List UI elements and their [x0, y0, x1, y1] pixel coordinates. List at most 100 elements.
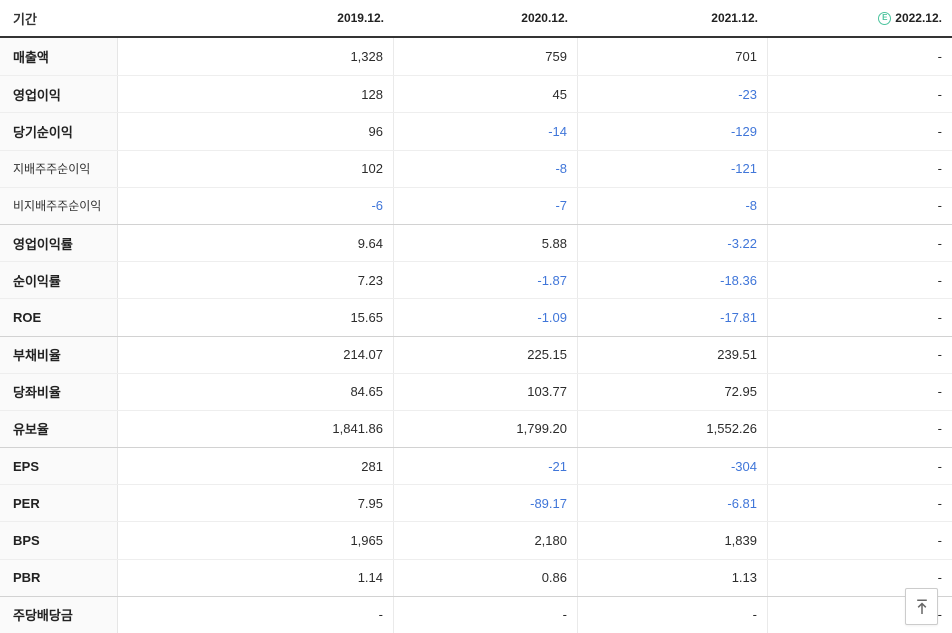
table-row: PER 7.95 -89.17 -6.81- — [0, 484, 952, 522]
cell-value: -3.22 — [578, 224, 768, 262]
cell-value: 1,839 — [578, 522, 768, 559]
cell-value: - — [768, 224, 952, 262]
table-row: 부채비율 214.07 225.15 239.51- — [0, 335, 952, 373]
cell-value: - — [768, 522, 952, 559]
period-header-label: 기간 — [13, 11, 37, 27]
cell-value: 2,180 — [394, 522, 578, 559]
year-column-label: 2019.12. — [337, 11, 384, 25]
cell-value: 239.51 — [578, 336, 768, 373]
cell-value: -304 — [578, 448, 768, 485]
cell-value: 1,552.26 — [578, 410, 768, 448]
table-row: 유보율 1,841.86 1,799.20 1,552.26- — [0, 409, 952, 448]
cell-value: -21 — [394, 448, 578, 485]
cell-value: 759 — [394, 38, 578, 76]
cell-value: -7 — [394, 187, 578, 224]
cell-value: - — [118, 596, 394, 633]
cell-value: 72.95 — [578, 373, 768, 410]
table-row: 비지배주주순이익 -6 -7 -8- — [0, 186, 952, 224]
cell-value: 1,328 — [118, 38, 394, 76]
cell-value: -6.81 — [578, 485, 768, 522]
row-label: 주당배당금 — [0, 596, 118, 633]
cell-value: - — [394, 596, 578, 633]
table-row: ROE 15.65 -1.09 -17.81- — [0, 298, 952, 336]
cell-value: - — [768, 485, 952, 522]
table-row: 영업이익률 9.64 5.88 -3.22- — [0, 223, 952, 262]
cell-value: -18.36 — [578, 262, 768, 299]
row-label: 당기순이익 — [0, 113, 118, 150]
cell-value: -6 — [118, 187, 394, 224]
cell-value: - — [768, 76, 952, 113]
table-row: BPS 1,965 2,180 1,839- — [0, 521, 952, 559]
cell-value: -14 — [394, 113, 578, 150]
cell-value: 225.15 — [394, 336, 578, 373]
year-column-header: E 2022.12. — [768, 11, 952, 25]
cell-value: 102 — [118, 150, 394, 187]
cell-value: 1,965 — [118, 522, 394, 559]
cell-value: 9.64 — [118, 224, 394, 262]
row-label: 유보율 — [0, 410, 118, 448]
cell-value: - — [768, 113, 952, 150]
cell-value: - — [768, 410, 952, 448]
row-label: BPS — [0, 522, 118, 559]
row-label: 순이익률 — [0, 262, 118, 299]
cell-value: -1.09 — [394, 299, 578, 336]
cell-value: - — [768, 187, 952, 224]
cell-value: - — [768, 38, 952, 76]
row-label: 매출액 — [0, 38, 118, 76]
cell-value: 1,841.86 — [118, 410, 394, 448]
row-label: PER — [0, 485, 118, 522]
row-label: 당좌비율 — [0, 373, 118, 410]
cell-value: -121 — [578, 150, 768, 187]
cell-value: -1.87 — [394, 262, 578, 299]
row-label: ROE — [0, 299, 118, 336]
table-row: EPS 281 -21 -304- — [0, 447, 952, 485]
table-row: 순이익률 7.23 -1.87 -18.36- — [0, 261, 952, 299]
cell-value: 84.65 — [118, 373, 394, 410]
row-label: 부채비율 — [0, 336, 118, 373]
row-label: PBR — [0, 559, 118, 596]
cell-value: 1.14 — [118, 559, 394, 596]
year-column-label: 2021.12. — [711, 11, 758, 25]
estimate-icon: E — [878, 11, 892, 25]
cell-value: 1.13 — [578, 559, 768, 596]
cell-value: -8 — [578, 187, 768, 224]
cell-value: - — [768, 448, 952, 485]
cell-value: -129 — [578, 113, 768, 150]
cell-value: 15.65 — [118, 299, 394, 336]
row-label: 비지배주주순이익 — [0, 187, 118, 224]
cell-value: - — [768, 299, 952, 336]
cell-value: -23 — [578, 76, 768, 113]
table-row: 당기순이익 96 -14 -129- — [0, 112, 952, 150]
cell-value: 45 — [394, 76, 578, 113]
table-row: 매출액 1,328 759 701- — [0, 38, 952, 76]
row-label: 영업이익 — [0, 76, 118, 113]
cell-value: - — [768, 336, 952, 373]
cell-value: 7.95 — [118, 485, 394, 522]
arrow-up-to-line-icon — [914, 598, 930, 616]
cell-value: 96 — [118, 113, 394, 150]
cell-value: -17.81 — [578, 299, 768, 336]
table-row: 당좌비율 84.65 103.77 72.95- — [0, 372, 952, 410]
cell-value: 5.88 — [394, 224, 578, 262]
table-row: 영업이익 128 45 -23- — [0, 75, 952, 113]
row-label: 영업이익률 — [0, 224, 118, 262]
cell-value: 103.77 — [394, 373, 578, 410]
table-row: 지배주주순이익 102 -8 -121- — [0, 149, 952, 187]
scroll-to-top-button[interactable] — [905, 588, 938, 625]
cell-value: 281 — [118, 448, 394, 485]
cell-value: 0.86 — [394, 559, 578, 596]
year-column-label: 2020.12. — [521, 11, 568, 25]
row-label: EPS — [0, 448, 118, 485]
cell-value: 701 — [578, 38, 768, 76]
cell-value: 128 — [118, 76, 394, 113]
year-column-header: 2020.12. — [394, 11, 578, 25]
cell-value: -89.17 — [394, 485, 578, 522]
year-header-columns: 2019.12. 2020.12. 2021.12. E 2022.12. — [118, 11, 952, 25]
cell-value: - — [768, 373, 952, 410]
cell-value: - — [578, 596, 768, 633]
row-label: 지배주주순이익 — [0, 150, 118, 187]
year-column-label: 2022.12. — [895, 11, 942, 25]
table-row: PBR 1.14 0.86 1.13- — [0, 558, 952, 596]
table-row: 주당배당금 - - - - — [0, 595, 952, 633]
